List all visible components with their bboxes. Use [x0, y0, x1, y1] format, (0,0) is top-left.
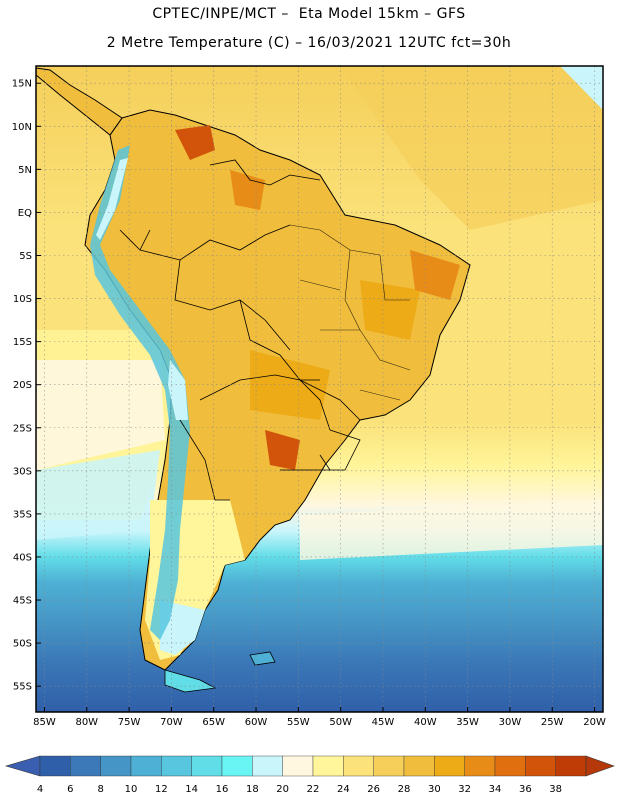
map-title-line-2: 2 Metre Temperature (C) – 16/03/2021 12U…	[106, 35, 512, 51]
colorbar-label: 14	[185, 784, 198, 795]
lon-tick-label: 30W	[499, 717, 522, 728]
colorbar-swatch	[70, 755, 101, 777]
tierra-del-fuego	[164, 669, 217, 693]
colorbar-swatch	[343, 755, 374, 777]
lat-tick-label: 5N	[18, 165, 32, 176]
lon-tick-label: 70W	[160, 717, 183, 728]
altiplano-cold-patch	[168, 360, 188, 420]
colorbar-high-extend	[585, 755, 615, 777]
colorbar-swatch	[403, 755, 435, 777]
map-gridlines	[36, 66, 603, 712]
lat-tick-label: 50S	[13, 639, 32, 650]
lat-tick-label: EQ	[18, 208, 32, 219]
lon-tick-label: 50W	[329, 717, 352, 728]
map-area	[36, 66, 603, 712]
lon-tick-label: 85W	[33, 717, 56, 728]
colorbar-label: 4	[37, 784, 43, 795]
colorbar-label: 20	[276, 784, 289, 795]
lon-tick-label: 75W	[118, 717, 141, 728]
colorbar-label: 24	[337, 784, 350, 795]
lat-tick-label: 15S	[13, 337, 32, 348]
atlantic-cool-tongue	[300, 500, 603, 560]
atlantic-warm-band	[340, 66, 603, 230]
colorbar-label: 22	[307, 784, 320, 795]
lat-tick-label: 5S	[19, 251, 32, 262]
colorbar-label: 30	[428, 784, 441, 795]
colorbar-label: 16	[216, 784, 229, 795]
colorbar-swatch	[434, 755, 465, 777]
lon-tick-label: 25W	[541, 717, 564, 728]
lon-tick-label: 80W	[75, 717, 98, 728]
colorbar-label: 18	[246, 784, 259, 795]
latitude-axis: 15N 10N 5N EQ 5S 10S 15S 20S 25S 30S 35S 40S 45S 50S 5…	[12, 79, 41, 693]
colorbar-swatch	[525, 755, 556, 777]
falkland-islands	[249, 651, 276, 666]
colorbar-label: 8	[97, 784, 103, 795]
colorbar-label: 36	[519, 784, 532, 795]
venezuela-hot-spot	[175, 125, 215, 160]
lon-tick-label: 40W	[414, 717, 437, 728]
lon-tick-label: 55W	[287, 717, 310, 728]
lat-tick-label: 15N	[12, 79, 32, 90]
lon-tick-label: 60W	[245, 717, 268, 728]
colorbar-swatch	[221, 755, 253, 777]
colorbar-swatch	[191, 755, 223, 777]
colorbar-swatch	[312, 755, 344, 777]
caribbean-cool-patch	[560, 66, 603, 110]
chaco-hot-patch	[250, 350, 330, 420]
temperature-colorbar: 4 6 8 10 12 14 16 18 20 22 24 26 28 30 32 34 36 38	[4, 755, 615, 795]
colorbar-label: 10	[125, 784, 138, 795]
colorbar-swatch	[555, 755, 587, 777]
lat-tick-label: 20S	[13, 380, 32, 391]
brazil-plateau-hot-patch	[360, 280, 420, 340]
northeast-brazil-hot-patch	[410, 250, 460, 300]
colorbar-label: 34	[489, 784, 502, 795]
colorbar-label: 28	[398, 784, 411, 795]
longitude-axis: 85W 80W 75W 70W 65W 60W 55W 50W 45W 40W 35W 30W 25W 2…	[33, 707, 606, 728]
lon-tick-label: 20W	[583, 717, 606, 728]
lon-tick-label: 45W	[372, 717, 395, 728]
colorbar-swatch	[39, 755, 71, 777]
pacific-cooler-band	[36, 360, 165, 470]
lat-tick-label: 45S	[13, 596, 32, 607]
colorbar-low-extend	[4, 755, 41, 777]
central-america-landmass	[36, 67, 123, 136]
colorbar-swatch	[130, 755, 162, 777]
lat-tick-label: 35S	[13, 509, 32, 520]
map-frame	[35, 65, 604, 713]
colorbar-swatch	[373, 755, 405, 777]
map-title-line-1: CPTEC/INPE/MCT – Eta Model 15km – GFS	[152, 6, 466, 22]
argentina-hot-spot	[265, 430, 300, 470]
colorbar-label: 12	[155, 784, 168, 795]
colorbar-label: 26	[367, 784, 380, 795]
lon-tick-label: 65W	[202, 717, 225, 728]
colorbar-swatch	[282, 755, 314, 777]
colorbar-swatch	[161, 755, 192, 777]
lat-tick-label: 30S	[13, 466, 32, 477]
lat-tick-label: 55S	[13, 682, 32, 693]
colorbar-label: 32	[458, 784, 471, 795]
colorbar-swatch	[100, 755, 132, 777]
state-borders	[289, 224, 411, 401]
lat-tick-label: 10S	[13, 294, 32, 305]
lat-tick-label: 40S	[13, 552, 32, 563]
colorbar-swatch	[464, 755, 496, 777]
country-borders	[119, 159, 361, 501]
colorbar-label: 6	[67, 784, 73, 795]
lat-tick-label: 10N	[12, 122, 32, 133]
colorbar-label: 38	[549, 784, 562, 795]
colorbar-swatch	[494, 755, 526, 777]
lon-tick-label: 35W	[456, 717, 479, 728]
colorbar-swatch	[252, 755, 283, 777]
northern-andes-snow	[96, 158, 128, 240]
lat-tick-label: 25S	[13, 423, 32, 434]
